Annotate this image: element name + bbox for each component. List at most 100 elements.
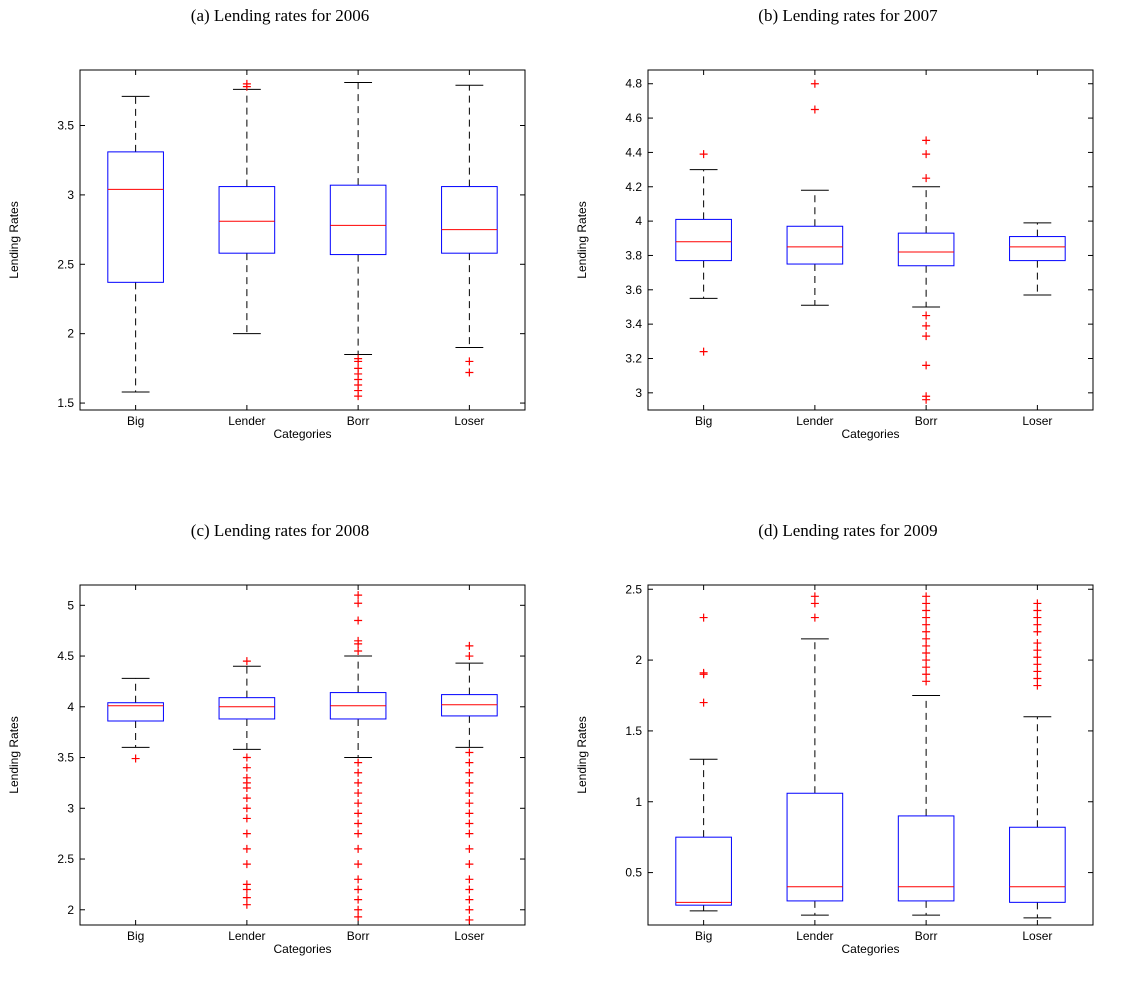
outlier-point — [810, 592, 819, 601]
outlier-point — [242, 829, 251, 838]
iqr-box — [329, 184, 387, 256]
outlier-point — [699, 668, 708, 677]
outlier-point — [465, 819, 474, 828]
box-borr — [329, 81, 387, 401]
box-big — [107, 677, 164, 763]
outlier-point — [354, 829, 363, 838]
iqr-box — [786, 792, 844, 902]
outlier-point — [465, 915, 474, 924]
chart-2008: 2 2.5 3 3.5 4 4.5 5 Big Lender Borr Loser Categorie… — [7, 584, 526, 956]
outlier-point — [922, 649, 931, 657]
y-tick-label: 4.8 — [625, 77, 642, 91]
box-lender — [218, 79, 276, 335]
box-lender — [218, 657, 276, 909]
x-tick-label: Lender — [796, 929, 833, 943]
y-tick-label: 4.5 — [57, 649, 74, 663]
outlier-point — [354, 809, 363, 818]
outlier-point — [1033, 620, 1042, 629]
y-tick-label: 4.2 — [625, 180, 642, 194]
panel-2007: (b) Lending rates for 2007 3 3.2 3.4 3.6 3.8… — [568, 0, 1128, 470]
x-tick-label: Lender — [228, 414, 265, 428]
outlier-point — [354, 895, 363, 904]
iqr-box — [786, 225, 844, 265]
outlier-point — [354, 860, 363, 869]
box-loser — [441, 641, 498, 924]
outlier-point — [1033, 599, 1042, 608]
outlier-point — [922, 670, 931, 679]
outlier-point — [354, 875, 363, 884]
panel-2008: (c) Lending rates for 2008 2 2.5 3 3.5 4 4.5 5… — [0, 515, 560, 980]
outlier-point — [810, 613, 819, 622]
outlier-point — [922, 392, 931, 401]
outlier-point — [465, 768, 474, 777]
y-tick-label: 3.6 — [625, 283, 642, 297]
y-tick-label: 4 — [635, 214, 642, 228]
outlier-point — [699, 613, 708, 622]
chart-2006: 1.5 2 2.5 3 3.5 Big Lender Borr Loser Categories L… — [7, 69, 526, 441]
box-loser — [1009, 599, 1066, 919]
outlier-point — [242, 657, 251, 666]
outlier-point — [922, 174, 931, 183]
x-tick-label: Big — [127, 929, 144, 943]
outlier-point — [699, 347, 708, 356]
x-tick-label: Loser — [454, 414, 484, 428]
iqr-box — [897, 815, 955, 902]
box-lender — [786, 592, 844, 916]
outlier-point — [922, 332, 931, 341]
panel-title: (d) Lending rates for 2009 — [758, 521, 938, 540]
outlier-point — [922, 361, 931, 370]
y-tick-label: 2.5 — [57, 257, 74, 271]
outlier-point — [354, 768, 363, 777]
x-tick-label: Borr — [347, 929, 370, 943]
outlier-point — [922, 677, 931, 686]
iqr-box — [107, 151, 164, 283]
box-borr — [897, 136, 955, 404]
outlier-point — [354, 789, 363, 798]
outlier-point — [354, 599, 363, 608]
x-axis-label: Categories — [841, 427, 899, 441]
outlier-point — [810, 105, 819, 114]
panel-title: (b) Lending rates for 2007 — [758, 6, 938, 25]
outlier-point — [465, 844, 474, 853]
outlier-point — [1033, 627, 1042, 636]
outlier-point — [465, 829, 474, 838]
iqr-box — [441, 186, 498, 254]
outlier-point — [242, 900, 251, 909]
outlier-point — [354, 591, 363, 600]
y-tick-label: 1 — [635, 795, 642, 809]
outlier-point — [354, 799, 363, 808]
panel-2009: (d) Lending rates for 2009 0.5 1 1.5 2 2.5 Bi… — [568, 515, 1128, 980]
outlier-point — [354, 844, 363, 853]
chart-2009: 0.5 1 1.5 2 2.5 Big Lender Borr Loser Categories L… — [575, 582, 1094, 956]
y-tick-label: 3.4 — [625, 317, 642, 331]
y-tick-label: 4.4 — [625, 145, 642, 159]
outlier-point — [810, 79, 819, 88]
outlier-point — [922, 641, 931, 650]
panel-2006: (a) Lending rates for 2006 1.5 2 2.5 3 3.5 Bi… — [0, 0, 560, 470]
outlier-point — [242, 763, 251, 772]
y-tick-label: 3 — [635, 386, 642, 400]
plot-frame — [79, 69, 526, 411]
y-tick-label: 4 — [67, 700, 74, 714]
plot-frame — [647, 69, 1094, 411]
x-tick-label: Big — [695, 414, 712, 428]
chart-2007: 3 3.2 3.4 3.6 3.8 4 4.2 4.4 4.6 4.8 Big Lender Borr L… — [575, 69, 1094, 441]
outlier-point — [1033, 674, 1042, 683]
box-big — [107, 95, 164, 393]
y-tick-label: 2 — [67, 903, 74, 917]
plot-frame — [647, 584, 1094, 926]
x-tick-label: Borr — [915, 414, 938, 428]
outlier-point — [699, 698, 708, 707]
panel-title: (c) Lending rates for 2008 — [190, 521, 370, 540]
outlier-point — [354, 819, 363, 828]
iqr-box — [897, 232, 955, 267]
y-tick-label: 0.5 — [625, 866, 642, 880]
y-tick-label: 2 — [67, 327, 74, 341]
x-tick-label: Lender — [796, 414, 833, 428]
y-axis-label: Lending Rates — [7, 716, 21, 793]
iqr-box — [218, 186, 276, 254]
outlier-point — [465, 885, 474, 894]
outlier-point — [1033, 613, 1042, 622]
outlier-point — [1033, 639, 1042, 648]
box-big — [675, 613, 732, 912]
